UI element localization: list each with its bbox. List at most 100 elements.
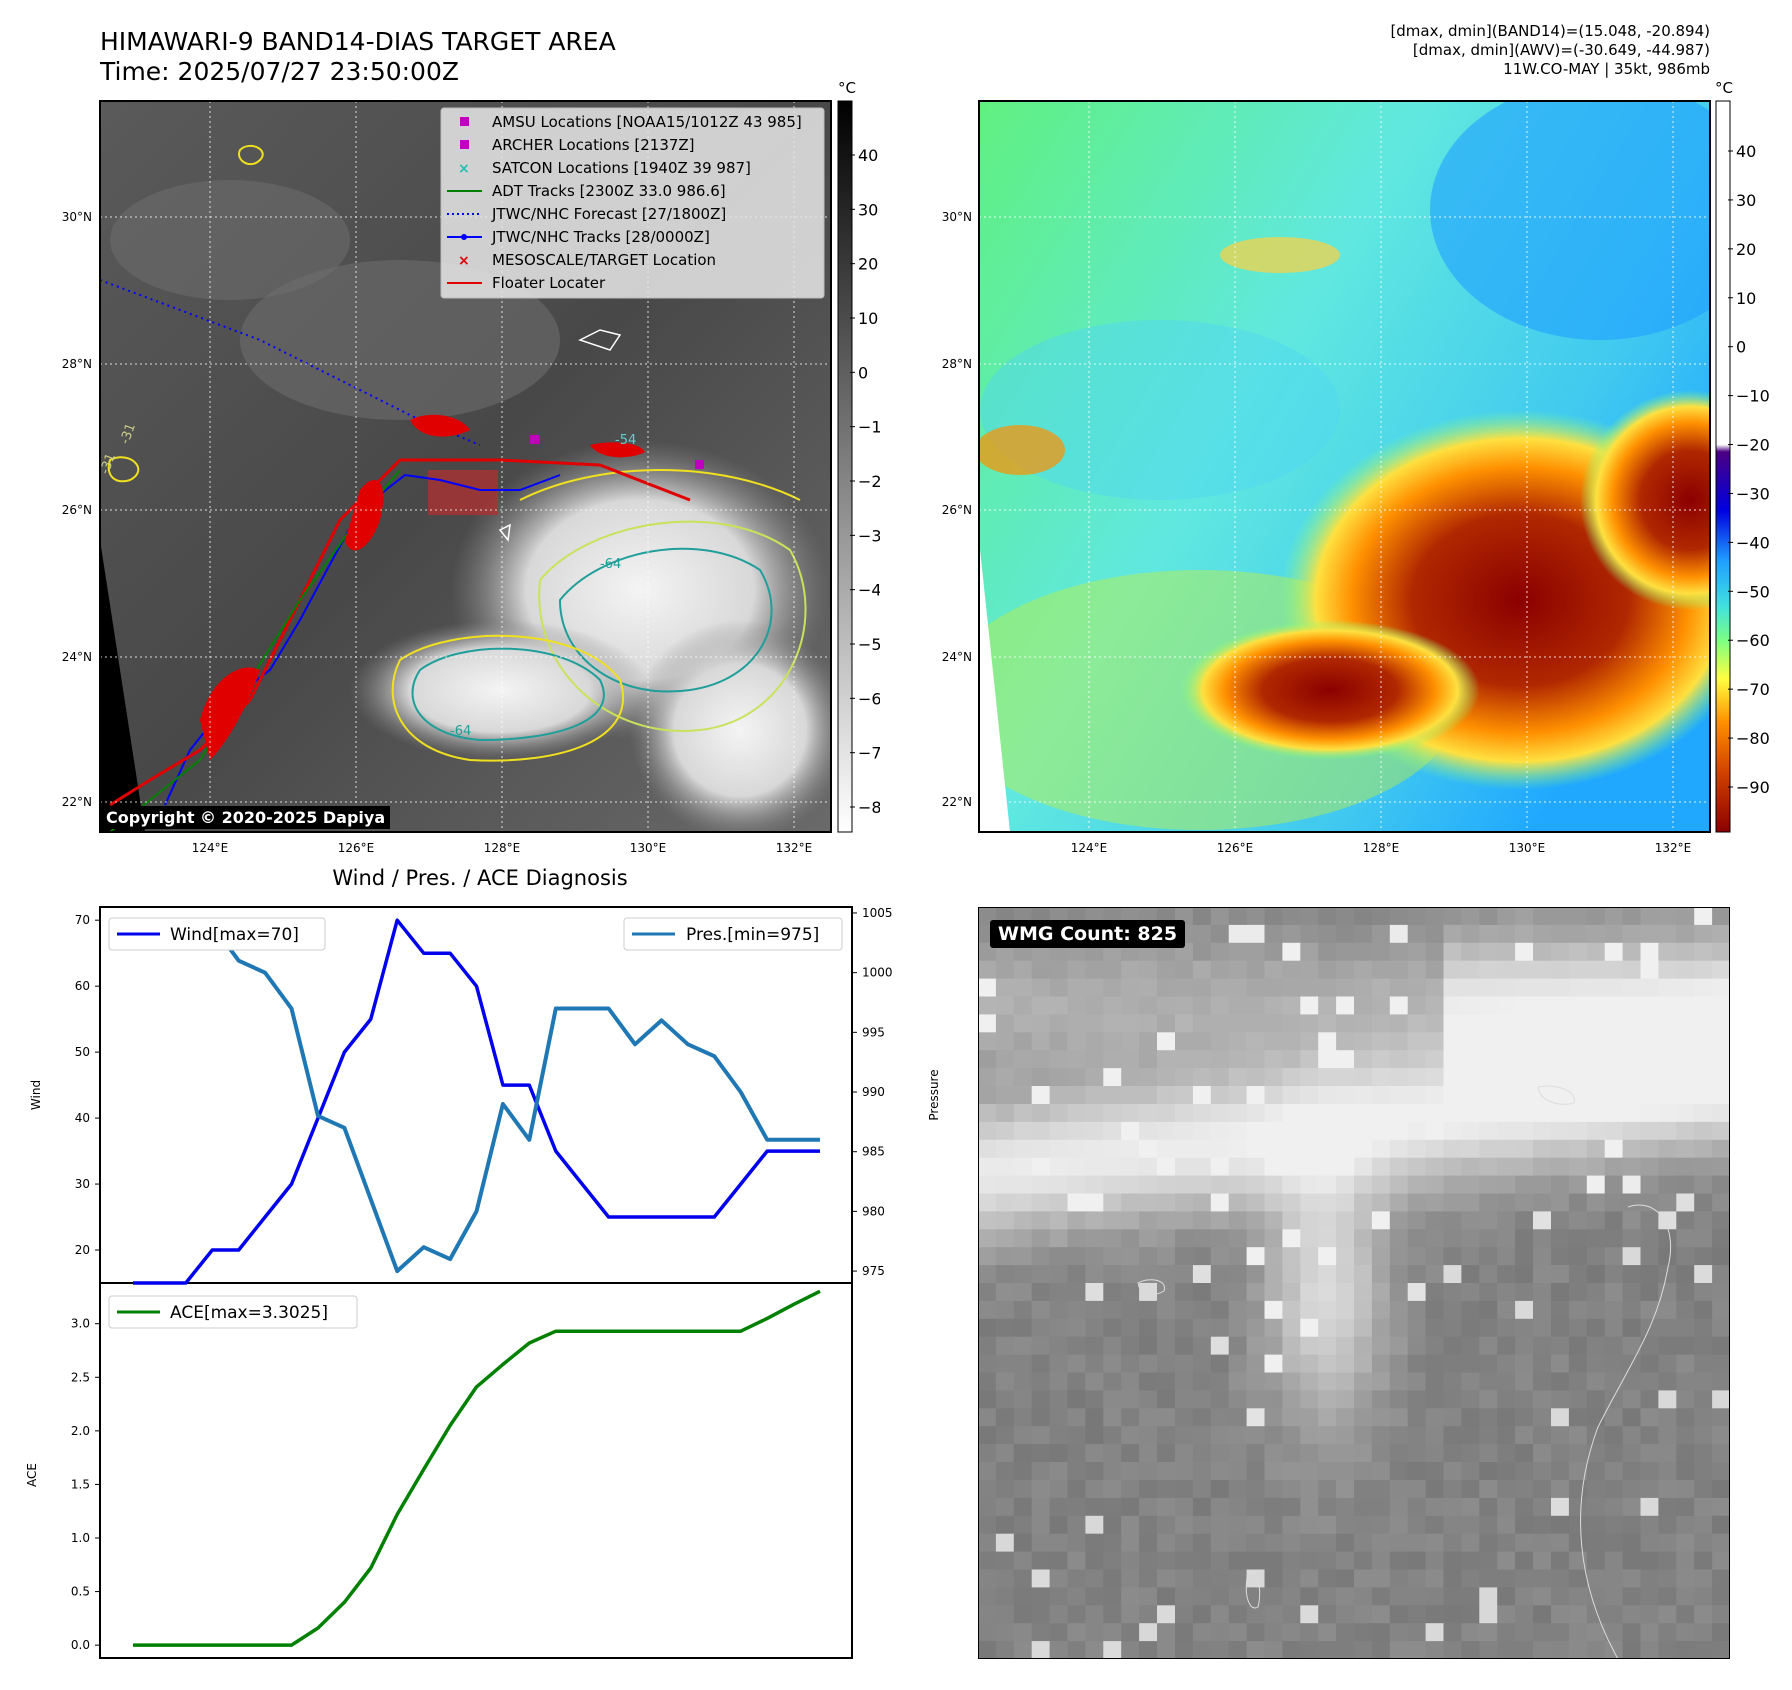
svg-text:-64: -64 [600,557,621,572]
y-tick-label: 30 [75,1177,90,1191]
colorbar-tick-label: 10 [858,309,878,328]
lon-tick-label: 130°E [630,841,667,855]
colorbar-tick-label: −20 [1736,436,1770,455]
y-tick-label: 2.5 [71,1370,90,1384]
colorbar-tick-label: 20 [1736,240,1756,259]
colorbar-tick-label: 30 [858,200,878,219]
legend-label: JTWC/NHC Tracks [28/0000Z] [491,228,710,246]
legend-item: × SATCON Locations [1940Z 39 987] [458,159,751,177]
info-line-storm: 11W.CO-MAY | 35kt, 986mb [1503,60,1710,78]
colorbar-tick-label: 0 [858,363,868,382]
colorbar-tick-label: −80 [1736,729,1770,748]
y-tick-label: 40 [75,1111,90,1125]
lon-tick-label: 126°E [1217,841,1254,855]
lon-tick-label: 124°E [192,841,229,855]
wmg-count-badge: WMG Count: 825 [990,920,1186,948]
lat-tick-label: 28°N [62,357,92,371]
lat-tick-label: 22°N [942,795,972,809]
legend-item: AMSU Locations [NOAA15/1012Z 43 985] [460,113,802,131]
wmg-panel [978,907,1730,1659]
colorbar-tick-label: −10 [858,418,880,437]
legend-label: JTWC/NHC Forecast [27/1800Z] [491,205,726,223]
colorbar-tick-label: 20 [858,255,878,274]
y-tick-label: 60 [75,979,90,993]
pressure-tick-label: 975 [862,1264,885,1278]
legend-x-marker: × [458,253,470,269]
colorbar-tick-label: −40 [858,581,880,600]
lon-tick-label: 126°E [338,841,375,855]
diagnosis-chart: 20 30 40 50 60 70 975 980 985 990 995 1000 1005 0.0… [25,906,941,1659]
colorbar-tick-label: −70 [1736,680,1770,699]
diagnosis-title: Wind / Pres. / ACE Diagnosis [332,866,628,890]
y-tick-label: 2.0 [71,1424,90,1438]
y-tick-label: 50 [75,1045,90,1059]
lon-tick-label: 132°E [1655,841,1692,855]
y-tick-label: 70 [75,913,90,927]
colorbar-tick-label: −80 [858,798,880,817]
legend-square-marker [460,117,469,126]
lon-tick-label: 124°E [1071,841,1108,855]
copyright-label: Copyright © 2020-2025 Dapiya [101,806,391,829]
title-line2: Time: 2025/07/27 23:50:00Z [100,57,459,86]
ace-ylabel: ACE [25,1463,39,1487]
y-tick-label: 1.0 [71,1531,90,1545]
figure-title: HIMAWARI-9 BAND14-DIAS TARGET AREA Time: … [100,27,616,87]
ir-colorbar-unit: °C [838,80,856,97]
y-tick-label: 3.0 [71,1317,90,1331]
series-line [133,1289,821,1647]
y-tick-label: 1.5 [71,1477,90,1491]
colorbar-tick-label: 30 [1736,191,1756,210]
series-line [133,918,820,1285]
colorbar-tick-label: −60 [858,689,880,708]
pressure-tick-label: 1000 [862,966,893,980]
wv-map-panel: 124°E 126°E 128°E 130°E 132°E 30°N 28°N 26°N 24… [942,80,1770,855]
ir-map-panel: -54 -64 -64 -31 -31 AMSU Locations [NOAA… [62,80,880,855]
colorbar-tick-label: 10 [1736,289,1756,308]
series-line [133,922,820,1274]
legend-item: × MESOSCALE/TARGET Location [458,251,716,269]
ir-colorbar [837,100,853,833]
legend-label: SATCON Locations [1940Z 39 987] [492,159,751,177]
y-tick-label: 20 [75,1243,90,1257]
ace-legend-label: ACE[max=3.3025] [170,1303,328,1323]
pressure-legend-label: Pres.[min=975] [686,925,819,945]
wind-ylabel: Wind [29,1080,43,1110]
legend-label: Floater Locater [492,274,606,292]
colorbar-tick-label: −40 [1736,533,1770,552]
legend-label: MESOSCALE/TARGET Location [492,251,716,269]
legend-label: AMSU Locations [NOAA15/1012Z 43 985] [492,113,802,131]
legend-x-marker: × [458,161,470,177]
colorbar-tick-label: −70 [858,744,880,763]
lat-tick-label: 28°N [942,357,972,371]
colorbar-tick-label: −60 [1736,631,1770,650]
wv-colorbar-unit: °C [1715,80,1733,97]
legend: AMSU Locations [NOAA15/1012Z 43 985] ARCH… [447,113,802,292]
lat-tick-label: 24°N [62,650,92,664]
pressure-tick-label: 980 [862,1204,885,1218]
colorbar-tick-label: −30 [858,526,880,545]
legend-item: Floater Locater [447,274,606,292]
pressure-tick-label: 990 [862,1085,885,1099]
pressure-ylabel: Pressure [927,1069,941,1120]
svg-text:-31: -31 [118,421,139,446]
lat-tick-label: 30°N [62,210,92,224]
colorbar-tick-label: 40 [1736,142,1756,161]
legend-item: ADT Tracks [2300Z 33.0 986.6] [447,182,726,200]
colorbar-tick-label: −20 [858,472,880,491]
lat-tick-label: 24°N [942,650,972,664]
legend-item: ARCHER Locations [2137Z] [460,136,695,154]
legend-item: JTWC/NHC Tracks [28/0000Z] [447,228,710,246]
lon-tick-label: 132°E [776,841,813,855]
legend-dot-marker [461,234,467,240]
pressure-tick-label: 985 [862,1145,885,1159]
lat-tick-label: 22°N [62,795,92,809]
lon-tick-label: 128°E [1363,841,1400,855]
title-line1: HIMAWARI-9 BAND14-DIAS TARGET AREA [100,27,616,56]
pressure-tick-label: 995 [862,1025,885,1039]
intensity-info: [dmax, dmin](BAND14)=(15.048, -20.894) [… [1390,22,1710,79]
legend-label: ADT Tracks [2300Z 33.0 986.6] [492,182,726,200]
wind-legend-label: Wind[max=70] [170,925,299,945]
colorbar-tick-label: 40 [858,146,878,165]
info-line-band14: [dmax, dmin](BAND14)=(15.048, -20.894) [1390,22,1710,40]
lon-tick-label: 128°E [484,841,521,855]
